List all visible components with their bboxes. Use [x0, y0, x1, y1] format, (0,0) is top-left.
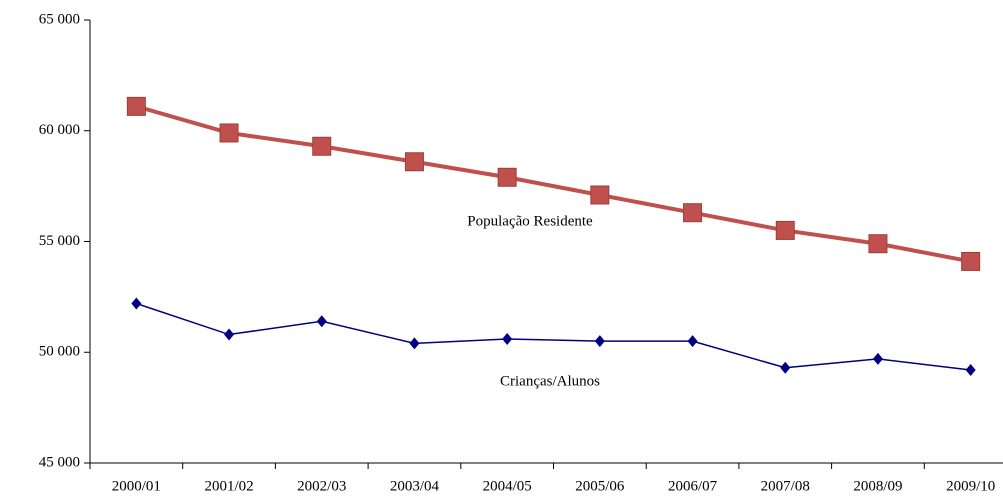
- point: [409, 337, 420, 350]
- y-tick-label: 65 000: [39, 11, 80, 27]
- point: [312, 136, 332, 156]
- point: [219, 123, 239, 143]
- point: [775, 220, 795, 240]
- point: [687, 335, 698, 348]
- point: [594, 335, 605, 348]
- point: [497, 167, 517, 187]
- x-tick-label: 2008/09: [853, 478, 902, 494]
- point: [961, 251, 981, 271]
- x-tick-label: 2000/01: [112, 478, 161, 494]
- series-label: Crianças/Alunos: [500, 373, 600, 389]
- point: [126, 96, 146, 116]
- series-line: [136, 302, 971, 371]
- series-label: População Residente: [467, 213, 593, 229]
- point: [404, 152, 424, 172]
- y-tick-label: 55 000: [39, 233, 80, 249]
- x-tick-label: 2004/05: [483, 478, 532, 494]
- point: [224, 328, 235, 341]
- point: [965, 363, 976, 376]
- series-line: [135, 104, 972, 264]
- point: [683, 203, 703, 223]
- point: [590, 185, 610, 205]
- point: [502, 332, 513, 345]
- x-tick-label: 2001/02: [204, 478, 253, 494]
- x-tick-label: 2003/04: [390, 478, 440, 494]
- x-tick-label: 2009/10: [946, 478, 995, 494]
- x-tick-label: 2005/06: [575, 478, 625, 494]
- point: [780, 361, 791, 374]
- y-tick-label: 50 000: [39, 344, 80, 360]
- x-tick-label: 2007/08: [761, 478, 810, 494]
- y-tick-label: 45 000: [39, 454, 80, 470]
- point: [872, 352, 883, 365]
- y-tick-label: 60 000: [39, 122, 80, 138]
- x-tick-label: 2006/07: [668, 478, 718, 494]
- x-tick-label: 2002/03: [297, 478, 346, 494]
- point: [868, 234, 888, 254]
- point: [316, 315, 327, 328]
- point: [131, 297, 142, 310]
